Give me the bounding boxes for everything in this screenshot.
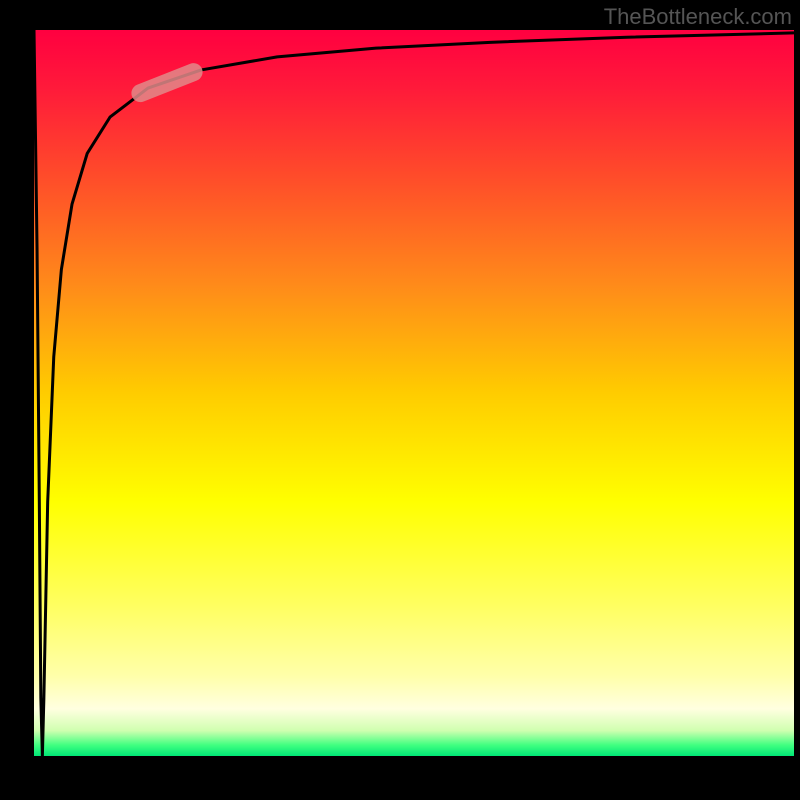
curve-layer [34,30,794,756]
highlight-segment [140,72,193,93]
attribution-label: TheBottleneck.com [604,4,792,30]
chart-canvas: TheBottleneck.com [0,0,800,800]
bottleneck-curve [34,30,794,756]
plot-area [34,30,794,756]
